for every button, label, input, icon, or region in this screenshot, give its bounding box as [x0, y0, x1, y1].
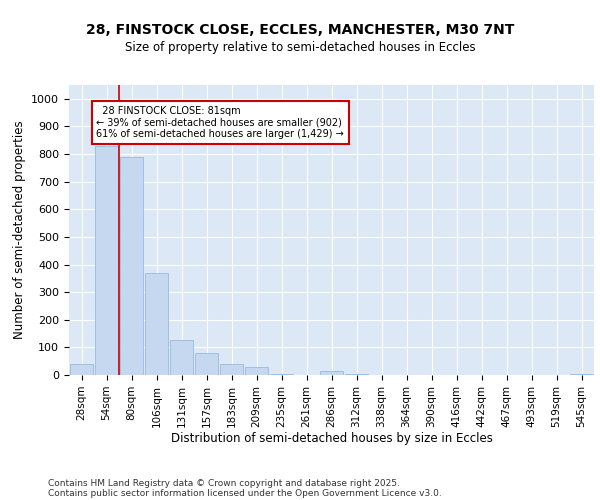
Bar — [145, 273, 169, 375]
Text: 28, FINSTOCK CLOSE, ECCLES, MANCHESTER, M30 7NT: 28, FINSTOCK CLOSE, ECCLES, MANCHESTER, … — [86, 22, 514, 36]
Bar — [220, 364, 244, 375]
Bar — [70, 364, 94, 375]
Bar — [320, 371, 343, 375]
Bar — [119, 157, 143, 375]
Bar — [569, 374, 593, 375]
Bar — [245, 366, 268, 375]
Y-axis label: Number of semi-detached properties: Number of semi-detached properties — [13, 120, 26, 340]
Text: Contains public sector information licensed under the Open Government Licence v3: Contains public sector information licen… — [48, 488, 442, 498]
Bar — [95, 146, 118, 375]
X-axis label: Distribution of semi-detached houses by size in Eccles: Distribution of semi-detached houses by … — [170, 432, 493, 446]
Bar — [269, 374, 293, 375]
Text: 28 FINSTOCK CLOSE: 81sqm
← 39% of semi-detached houses are smaller (902)
61% of : 28 FINSTOCK CLOSE: 81sqm ← 39% of semi-d… — [97, 106, 344, 139]
Bar — [170, 340, 193, 375]
Bar — [194, 353, 218, 375]
Text: Size of property relative to semi-detached houses in Eccles: Size of property relative to semi-detach… — [125, 41, 475, 54]
Bar — [344, 374, 368, 375]
Text: Contains HM Land Registry data © Crown copyright and database right 2025.: Contains HM Land Registry data © Crown c… — [48, 478, 400, 488]
